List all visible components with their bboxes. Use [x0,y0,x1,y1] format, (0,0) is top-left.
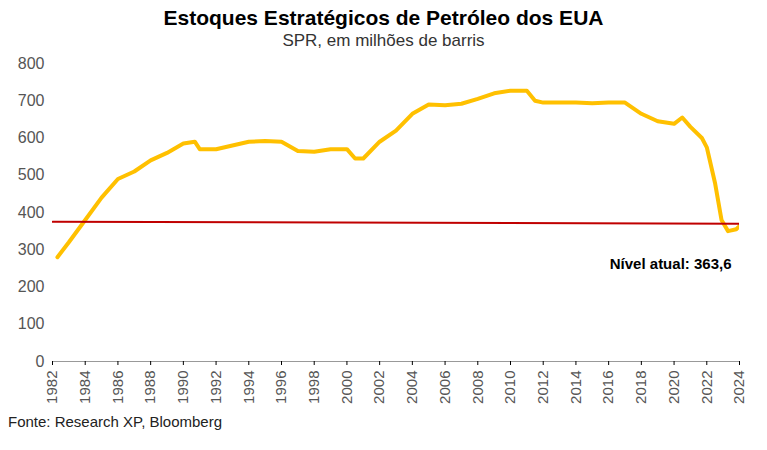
svg-text:200: 200 [18,278,45,295]
svg-text:600: 600 [18,129,45,146]
svg-text:2018: 2018 [632,371,649,404]
svg-text:1994: 1994 [240,371,257,404]
svg-text:1996: 1996 [272,371,289,404]
svg-text:100: 100 [18,315,45,332]
html-text:Estoques Estratégicos de Petró: Estoques Estratégicos de Petróleo dos EU… [163,6,604,29]
svg-text:2006: 2006 [436,371,453,404]
svg-text:300: 300 [18,241,45,258]
svg-text:800: 800 [18,55,45,72]
svg-text:2022: 2022 [698,371,715,404]
svg-text:2000: 2000 [338,371,355,404]
svg-text:2012: 2012 [534,371,551,404]
svg-text:1988: 1988 [141,371,158,404]
svg-text:1986: 1986 [109,371,126,404]
svg-text:2010: 2010 [501,371,518,404]
svg-text:1998: 1998 [305,371,322,404]
svg-text:400: 400 [18,204,45,221]
svg-text:700: 700 [18,92,45,109]
html-text:Fonte: Research XP, Bloomberg: Fonte: Research XP, Bloomberg [8,413,222,430]
svg-text:2002: 2002 [370,371,387,404]
svg-text:2024: 2024 [730,371,747,404]
svg-text:2016: 2016 [599,371,616,404]
svg-text:2008: 2008 [469,371,486,404]
svg-text:2020: 2020 [665,371,682,404]
svg-text:1992: 1992 [207,371,224,404]
svg-text:Nível atual: 363,6: Nível atual: 363,6 [610,255,732,272]
svg-text:2004: 2004 [403,371,420,404]
svg-text:2014: 2014 [567,371,584,404]
svg-text:1984: 1984 [76,371,93,404]
svg-text:1990: 1990 [174,371,191,404]
svg-text:1982: 1982 [43,371,60,404]
html-text:SPR, em milhões de barris: SPR, em milhões de barris [282,31,485,50]
svg-text:500: 500 [18,166,45,183]
svg-text:0: 0 [36,353,45,370]
